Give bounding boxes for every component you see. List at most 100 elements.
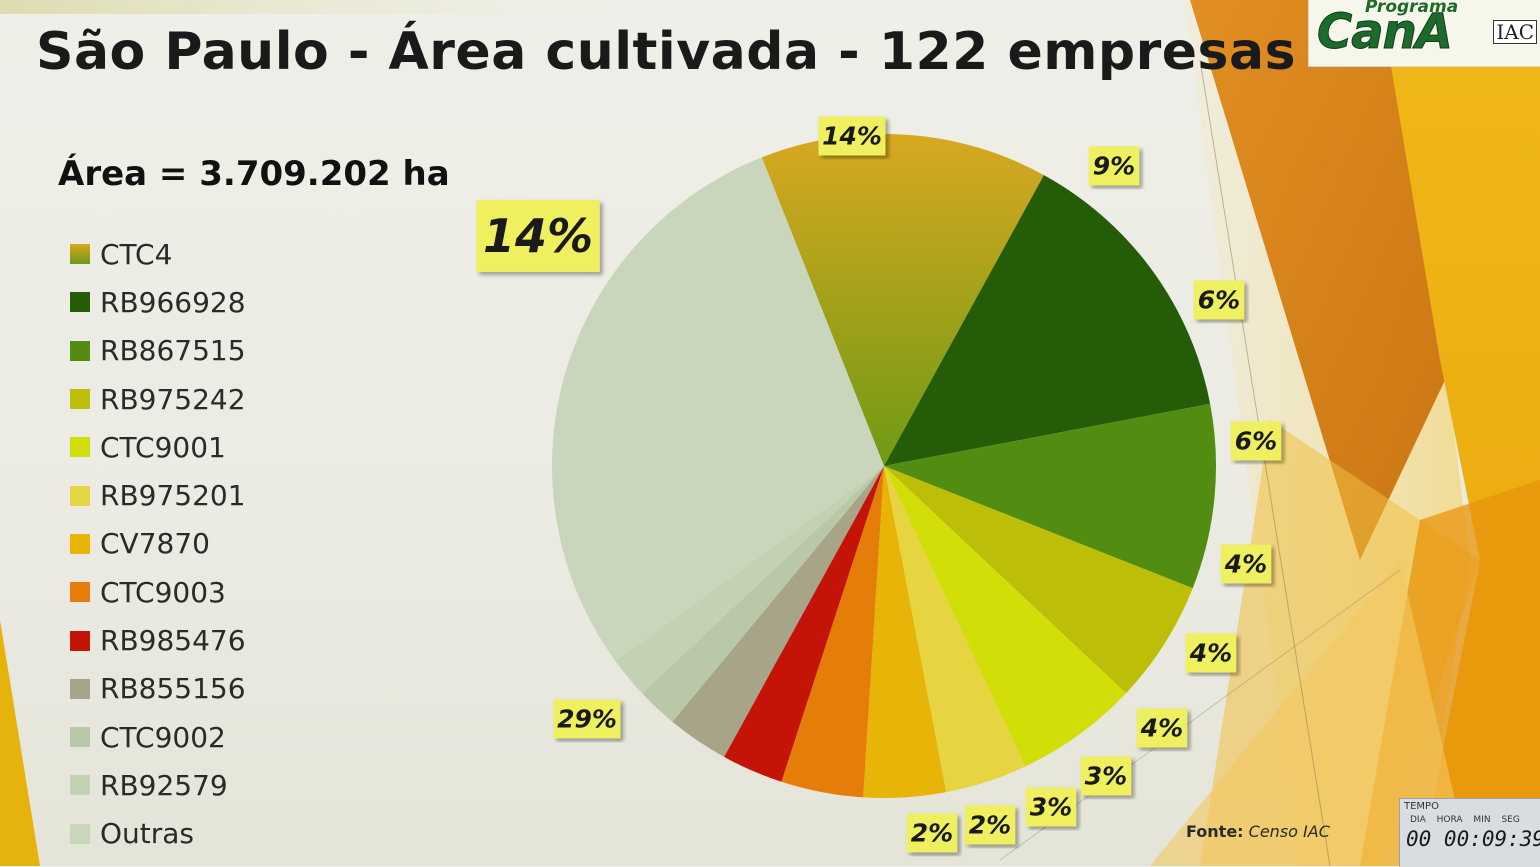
legend-item-rb975242: RB975242 [70,375,246,423]
legend-item-ctc9003: CTC9003 [70,568,246,616]
legend-swatch [70,244,90,265]
logo-badge: IAC [1493,20,1537,44]
data-label-box [1080,756,1132,796]
timer-label: TEMPO [1404,801,1439,812]
legend-label: CTC4 [100,237,173,271]
data-label-rb855156: 3% [1025,787,1077,827]
legend-item-ctc9001: CTC9001 [70,423,246,471]
legend-swatch [70,727,90,748]
legend-item-rb966928: RB966928 [70,278,246,326]
pie-slice-ctc9003 [781,466,884,798]
timer-unit: HORA [1436,815,1463,825]
pie-slice-ctc9002 [641,466,884,722]
data-label-cv7870: 4% [1185,633,1237,673]
logo-top-text: Programa [1365,0,1459,17]
legend-swatch [70,485,90,506]
program-logo: CanA Programa IAC [1308,0,1540,67]
timer-value: 00 00:09:39 [1406,827,1540,851]
pie-slice-ctc4 [761,134,1044,467]
data-label-box [906,813,958,853]
pie-slice-rb966928 [884,175,1211,467]
legend-label: RB975201 [100,479,246,513]
data-label-outras: 29% [553,699,621,739]
pie-slice-cv7870 [863,466,947,798]
data-label-text: 3% [1030,793,1072,822]
legend-item-cv7870: CV7870 [70,520,246,568]
legend-swatch [70,630,90,651]
legend-label: RB867515 [100,334,246,368]
data-label-rb966928: 14% [818,116,886,156]
data-label-ctc9002: 2% [964,805,1016,845]
legend-item-outras: Outras [70,810,246,858]
legend-label: RB92579 [100,768,228,802]
legend-item-rb867515: RB867515 [70,327,246,375]
data-label-box [476,200,600,272]
data-label-text: 29% [557,705,617,734]
legend-label: CTC9002 [100,720,226,754]
data-label-ctc9003: 4% [1136,708,1188,748]
timer-unit: SEG [1501,815,1520,825]
legend-swatch [70,389,90,410]
data-label-box [553,699,621,739]
pie-slice-rb985476 [724,466,884,782]
data-label-box [1025,787,1077,827]
data-label-text: 4% [1224,550,1267,579]
legend-label: CV7870 [100,527,210,561]
legend-swatch [70,533,90,554]
data-label-rb985476: 3% [1080,756,1132,796]
data-label-box [1088,146,1140,186]
data-label-text: 2% [911,819,953,848]
data-label-box [1185,633,1237,673]
data-label-text: 6% [1235,427,1277,456]
legend-swatch [70,678,90,699]
legend-label: CTC9001 [100,430,226,464]
data-label-text: 6% [1198,286,1240,315]
legend-swatch [70,292,90,313]
source-value: Censo IAC [1248,822,1330,841]
legend-swatch [70,582,90,603]
data-label-text: 14% [822,122,882,151]
chart-legend: CTC4 RB966928 RB867515 RB975242 CTC9001 RB975… [70,230,246,858]
timer-unit: DIA [1410,815,1426,825]
data-label-ctc4: 14% [476,200,600,272]
legend-label: RB855156 [100,672,246,706]
legend-swatch [70,340,90,361]
timer-units: DIA HORA MIN SEG [1410,815,1528,825]
data-label-text: 14% [483,209,593,263]
stream-timer: TEMPO DIA HORA MIN SEG 00 00:09:39 [1399,798,1540,867]
legend-item-rb975201: RB975201 [70,471,246,519]
pie-slice-rb867515 [884,403,1217,589]
pie-slice-rb975201 [884,466,1026,793]
data-label-text: 4% [1140,714,1183,743]
chart-title: São Paulo - Área cultivada - 122 empresa… [36,22,1297,82]
data-label-text: 3% [1085,762,1127,791]
legend-label: RB966928 [100,285,246,319]
data-label-box [1193,280,1245,320]
logo-main-text: CanA [1317,4,1454,61]
pie-slice-rb92579 [615,466,884,694]
legend-swatch [70,823,90,844]
legend-label: RB975242 [100,382,246,416]
data-label-box [1230,421,1282,461]
legend-item-rb985476: RB985476 [70,616,246,664]
pie-slice-ctc9001 [884,466,1127,767]
legend-label: Outras [100,817,195,851]
data-label-box [818,116,886,156]
data-label-rb975242: 6% [1193,280,1245,320]
legend-label: RB985476 [100,624,246,658]
data-label-box [964,805,1016,845]
legend-item-rb855156: RB855156 [70,665,246,713]
pie-slice-rb855156 [672,466,884,757]
source-label: Fonte: [1186,822,1244,841]
legend-label: CTC9003 [100,575,226,609]
data-label-ctc9001: 6% [1230,421,1282,461]
data-label-box [1220,544,1272,584]
data-label-text: 9% [1093,152,1135,181]
legend-item-rb92579: RB92579 [70,761,246,809]
source-note: Fonte: Censo IAC [1186,822,1330,841]
total-area: Área = 3.709.202 ha [58,154,450,194]
timer-unit: MIN [1473,815,1491,825]
data-label-text: 2% [969,811,1011,840]
data-label-rb867515: 9% [1088,146,1140,186]
